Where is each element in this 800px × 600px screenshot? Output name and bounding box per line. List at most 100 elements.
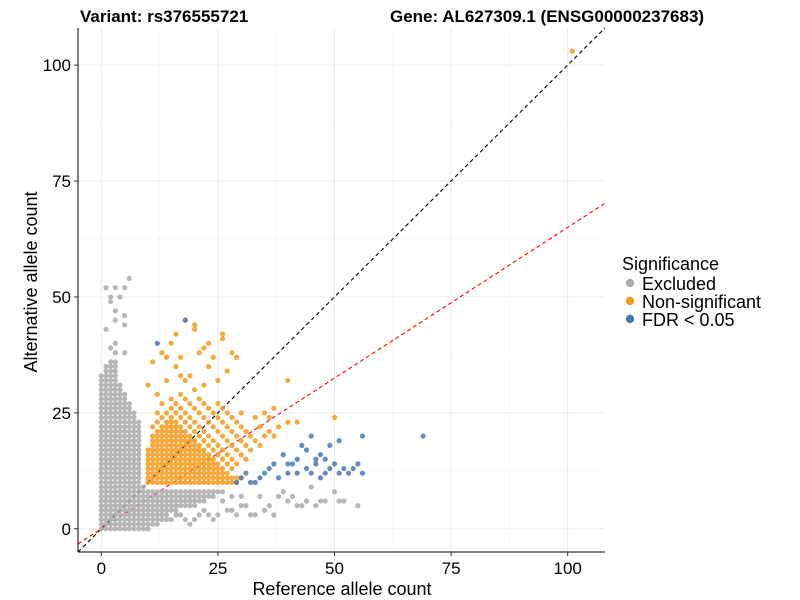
point-non-significant — [196, 396, 202, 402]
point-excluded — [108, 489, 114, 495]
point-excluded — [178, 512, 184, 518]
chart-title-variant: Variant: rs376555721 — [80, 7, 248, 26]
point-non-significant — [150, 479, 156, 486]
point-excluded — [103, 410, 109, 416]
point-excluded — [117, 401, 123, 407]
point-fdr-0-05 — [243, 470, 249, 476]
point-excluded — [131, 521, 137, 527]
point-non-significant — [294, 419, 300, 425]
point-excluded — [122, 516, 128, 523]
point-excluded — [117, 489, 123, 495]
point-non-significant — [178, 438, 184, 444]
point-excluded — [182, 498, 188, 504]
point-non-significant — [164, 479, 170, 486]
point-excluded — [112, 308, 118, 314]
point-non-significant — [159, 438, 165, 444]
point-non-significant — [154, 438, 160, 444]
point-excluded — [117, 447, 123, 453]
point-excluded — [103, 433, 109, 439]
point-excluded — [103, 456, 109, 462]
point-non-significant — [224, 470, 230, 476]
point-excluded — [98, 461, 104, 467]
point-excluded — [117, 391, 123, 397]
point-excluded — [103, 442, 109, 448]
point-excluded — [210, 493, 216, 499]
point-non-significant — [182, 377, 188, 384]
point-excluded — [108, 419, 114, 425]
point-fdr-0-05 — [275, 475, 282, 481]
point-fdr-0-05 — [355, 461, 361, 467]
point-non-significant — [191, 465, 198, 472]
point-non-significant — [229, 475, 235, 481]
point-excluded — [285, 498, 291, 504]
point-non-significant — [154, 419, 160, 425]
point-excluded — [126, 456, 132, 462]
point-non-significant — [205, 405, 212, 411]
point-excluded — [164, 516, 170, 523]
point-non-significant — [173, 442, 179, 448]
point-non-significant — [164, 442, 170, 448]
point-excluded — [247, 512, 254, 518]
point-fdr-0-05 — [280, 452, 286, 458]
point-non-significant — [145, 479, 151, 486]
point-excluded — [98, 414, 104, 421]
point-excluded — [98, 470, 104, 476]
point-non-significant — [173, 456, 179, 462]
point-excluded — [103, 326, 109, 333]
point-non-significant — [150, 461, 156, 467]
point-excluded — [173, 498, 179, 504]
point-excluded — [126, 461, 132, 467]
point-non-significant — [164, 410, 170, 416]
point-excluded — [108, 382, 114, 388]
point-non-significant — [187, 465, 193, 472]
point-excluded — [103, 363, 109, 370]
point-excluded — [122, 410, 128, 416]
point-non-significant — [215, 475, 221, 481]
point-excluded — [103, 512, 109, 518]
point-non-significant — [219, 465, 226, 472]
point-non-significant — [178, 461, 184, 467]
point-excluded — [112, 285, 118, 291]
point-excluded — [98, 405, 104, 411]
point-excluded — [178, 489, 184, 495]
point-non-significant — [229, 456, 235, 462]
point-fdr-0-05 — [308, 470, 314, 476]
point-non-significant — [187, 438, 193, 444]
point-non-significant — [182, 475, 188, 481]
point-non-significant — [210, 470, 216, 476]
point-excluded — [103, 368, 109, 374]
point-excluded — [103, 447, 109, 453]
point-excluded — [112, 516, 118, 523]
point-excluded — [117, 405, 123, 411]
point-excluded — [98, 521, 104, 527]
point-non-significant — [201, 345, 207, 351]
point-excluded — [122, 526, 128, 532]
point-non-significant — [219, 336, 226, 342]
point-non-significant — [331, 414, 338, 421]
point-excluded — [322, 498, 328, 504]
point-excluded — [178, 503, 184, 509]
point-excluded — [103, 493, 109, 499]
point-excluded — [136, 507, 142, 513]
point-excluded — [126, 479, 132, 486]
point-excluded — [108, 401, 114, 407]
point-non-significant — [164, 461, 170, 467]
point-non-significant — [150, 442, 156, 448]
point-excluded — [112, 368, 118, 374]
point-excluded — [98, 475, 104, 481]
point-fdr-0-05 — [350, 465, 356, 472]
point-non-significant — [224, 410, 230, 416]
point-non-significant — [187, 475, 193, 481]
point-non-significant — [182, 410, 188, 416]
point-excluded — [131, 516, 137, 523]
point-excluded — [126, 503, 132, 509]
point-excluded — [103, 489, 109, 495]
point-excluded — [108, 363, 114, 370]
point-non-significant — [215, 479, 221, 486]
point-excluded — [103, 526, 109, 532]
point-excluded — [117, 465, 123, 472]
point-excluded — [112, 512, 118, 518]
point-non-significant — [187, 373, 193, 379]
point-excluded — [112, 461, 118, 467]
point-excluded — [303, 498, 310, 504]
